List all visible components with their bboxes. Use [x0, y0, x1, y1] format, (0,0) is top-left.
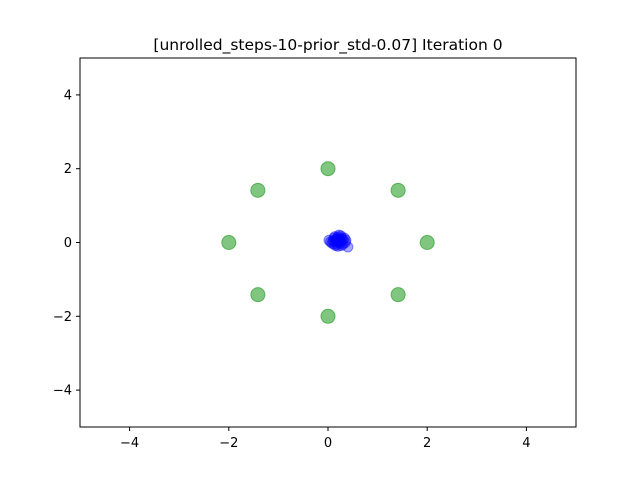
generated-point	[331, 235, 343, 247]
target-point	[250, 182, 266, 198]
generated-point	[324, 236, 336, 248]
generated-point	[330, 236, 342, 248]
generated-point	[334, 237, 346, 249]
generated-point	[335, 230, 347, 242]
y-tick-label: 0	[64, 236, 72, 251]
y-tick-label: 2	[64, 162, 72, 177]
generated-point	[337, 234, 349, 246]
generated-point	[338, 232, 350, 244]
generated-point	[328, 232, 340, 244]
target-point	[221, 235, 237, 250]
target-point	[419, 235, 435, 250]
generated-point	[332, 231, 344, 243]
generated-point	[335, 239, 347, 251]
generated-point	[339, 237, 351, 248]
chart-title: [unrolled_steps-10-prior_std-0.07] Itera…	[153, 36, 502, 55]
target-point	[390, 182, 406, 198]
y-tick-label: −2	[53, 310, 72, 325]
generated-point	[326, 237, 338, 249]
points-layer	[221, 161, 435, 324]
y-tick-label: −4	[53, 384, 72, 399]
generated-point	[334, 235, 346, 247]
target-point	[320, 308, 336, 324]
x-tick-label: 0	[324, 436, 332, 451]
generated-point	[331, 238, 343, 250]
generated-point	[333, 237, 345, 248]
generated-point	[329, 239, 341, 251]
x-tick-label: 4	[522, 436, 530, 451]
generated-point	[323, 234, 335, 246]
generated-point	[332, 240, 344, 252]
x-tick-label: −4	[120, 436, 139, 451]
y-tick-label: 4	[64, 88, 72, 103]
x-tick-label: 2	[423, 436, 431, 451]
generated-point	[329, 231, 341, 243]
generated-point	[332, 235, 344, 247]
generated-point	[327, 235, 339, 247]
generated-point	[328, 238, 340, 250]
generated-point	[340, 234, 352, 246]
x-tick-label: −2	[219, 436, 238, 451]
y-axis: −4 −2 0 2 4	[53, 88, 80, 399]
target-point	[320, 161, 336, 177]
generated-point	[336, 232, 348, 244]
generated-point	[329, 234, 341, 246]
generated-point	[342, 241, 354, 253]
generated-point	[333, 229, 345, 241]
target-point	[250, 287, 266, 303]
generated-point	[331, 233, 343, 245]
generated-point	[337, 238, 349, 250]
generated-point	[333, 233, 345, 245]
target-point	[390, 287, 406, 303]
x-axis: −4 −2 0 2 4	[120, 427, 531, 451]
